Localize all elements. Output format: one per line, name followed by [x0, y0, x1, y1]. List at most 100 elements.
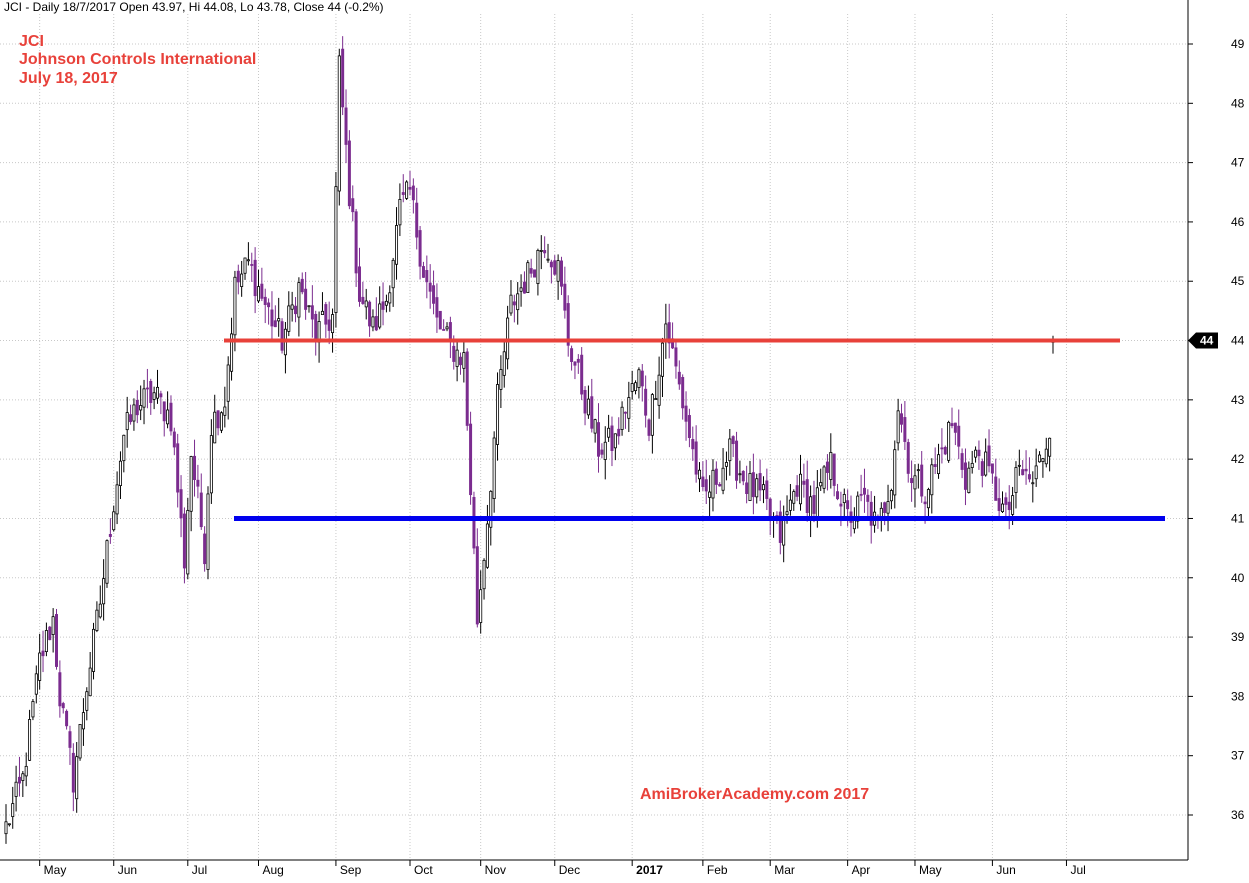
candle-body [825, 461, 829, 473]
candle-body [162, 401, 166, 422]
x-tick-label: Jul [1070, 863, 1085, 877]
y-tick-label: 47 [1231, 156, 1245, 170]
candle-body [900, 413, 904, 425]
candle-body [731, 436, 735, 445]
candle-body [620, 406, 624, 430]
ticker-label: JCI [19, 33, 44, 50]
candle-body [607, 427, 611, 438]
candle-body [371, 316, 375, 328]
candle-body [250, 264, 254, 266]
candle-body [492, 437, 496, 499]
candle-body [411, 185, 415, 201]
candle-body [634, 382, 638, 392]
candle-body [698, 469, 702, 480]
candle-body [795, 485, 799, 497]
candle-body [785, 511, 789, 516]
candle-body [573, 361, 577, 366]
candle-body [761, 484, 765, 491]
y-tick-label: 44 [1231, 334, 1245, 348]
candle-body [701, 476, 705, 488]
candle-body [842, 494, 846, 504]
candle-body [395, 225, 399, 265]
y-tick-label: 41 [1231, 511, 1245, 525]
candle-body [896, 410, 900, 444]
candle-body [1038, 454, 1042, 463]
candle-body [805, 479, 809, 514]
candle-body [17, 776, 21, 784]
candle-body [630, 383, 634, 392]
candle-body [98, 603, 102, 618]
candle-body [213, 411, 217, 444]
candle-body [910, 478, 914, 484]
candle-body [108, 534, 112, 537]
candle-body [937, 454, 941, 474]
candle-body [502, 351, 506, 376]
candle-body [846, 500, 850, 510]
candle-body [347, 140, 351, 207]
candle-body [947, 421, 951, 461]
candle-body [627, 397, 631, 419]
candle-body [455, 349, 459, 367]
candle-body [485, 523, 489, 568]
candle-body [475, 546, 479, 625]
candle-body [546, 258, 550, 261]
candle-body [974, 449, 978, 458]
candle-body [496, 384, 500, 445]
candle-body [129, 414, 133, 423]
candle-body [920, 464, 924, 497]
candle-body [28, 719, 32, 761]
candle-body [691, 439, 695, 450]
candle-body [644, 388, 648, 416]
candle-body [374, 316, 378, 331]
candle-body [203, 533, 207, 565]
candle-body [1011, 495, 1015, 515]
candle-body [223, 406, 227, 416]
candle-body [923, 501, 927, 505]
candle-body [694, 441, 698, 475]
candle-body [216, 410, 220, 429]
candle-body [1048, 437, 1052, 457]
candle-body [593, 419, 597, 434]
candle-body [741, 470, 745, 482]
candle-body [65, 710, 69, 727]
candle-body [4, 821, 8, 835]
candle-body [253, 259, 257, 297]
candle-body [1031, 482, 1035, 485]
candle-body [472, 496, 476, 549]
candle-body [990, 463, 994, 474]
candle-body [61, 703, 65, 709]
y-tick-label: 42 [1231, 452, 1245, 466]
candle-body [549, 261, 553, 268]
candle-body [724, 462, 728, 467]
candle-body [428, 282, 432, 292]
candle-body [856, 495, 860, 522]
candle-body [862, 487, 866, 495]
candle-body [230, 333, 234, 372]
candle-body [310, 305, 314, 320]
candle-body [391, 259, 395, 289]
candle-body [236, 270, 240, 283]
last-price-label: 44 [1200, 334, 1214, 348]
candle-body [536, 250, 540, 284]
candle-body [930, 464, 934, 496]
x-tick-label: Nov [485, 863, 506, 877]
candle-body [219, 412, 223, 431]
candle-body [509, 294, 513, 314]
candle-body [913, 475, 917, 490]
candle-body [1034, 465, 1038, 480]
candle-body [166, 409, 170, 425]
candle-body [603, 441, 607, 460]
candle-body [960, 453, 964, 470]
candle-body [41, 650, 45, 657]
candle-body [1041, 458, 1045, 462]
candle-body [445, 326, 449, 330]
candle-body [334, 186, 338, 313]
candle-body [519, 287, 523, 292]
candle-body [149, 381, 153, 403]
candle-body [677, 371, 681, 385]
candle-body [799, 473, 803, 505]
candle-body [586, 398, 590, 416]
candle-body [95, 609, 99, 631]
